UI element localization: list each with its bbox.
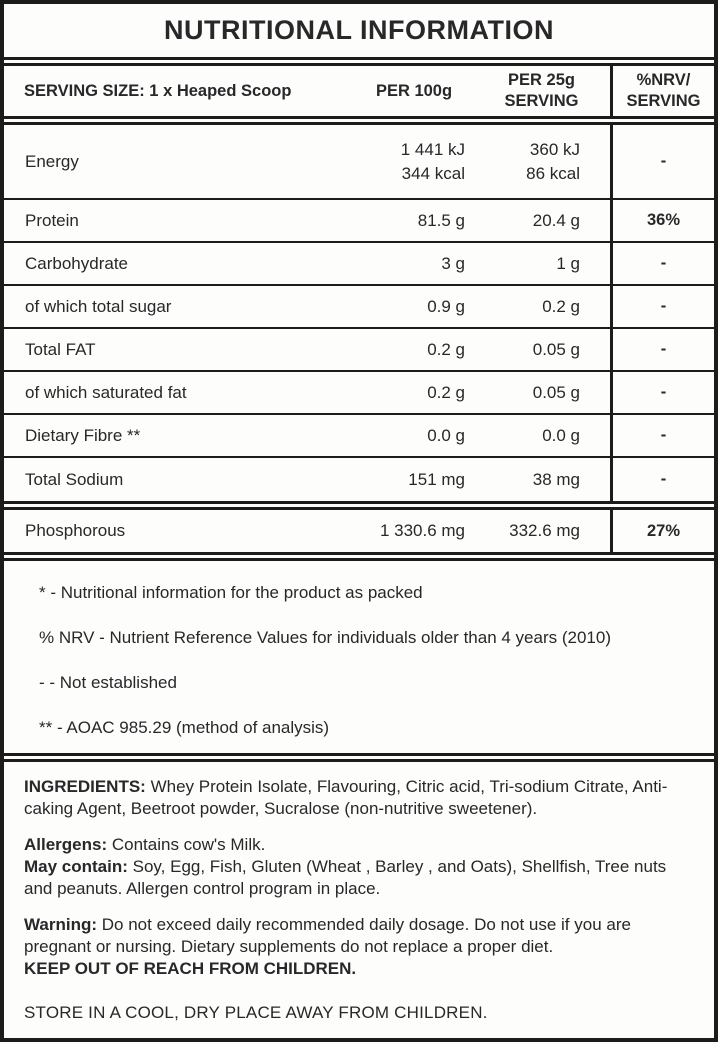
value-nrv: -: [610, 286, 714, 327]
value-per-100g: 81.5 g: [417, 210, 465, 230]
table-row: of which saturated fat 0.2 g 0.05 g -: [4, 370, 714, 413]
value-per-100g: 0.0 g: [427, 425, 465, 445]
may-contain-label: May contain:: [24, 857, 128, 876]
nutrient-name: Phosphorous: [25, 521, 126, 540]
column-header-per-100g: PER 100g: [375, 81, 453, 100]
nutrient-name: of which saturated fat: [25, 382, 187, 402]
value-per-serving: 20.4 g: [532, 210, 580, 230]
allergens-label: Allergens:: [24, 835, 108, 854]
info-box: INGREDIENTS: Whey Protein Isolate, Flavo…: [4, 759, 714, 1038]
ingredients-label: INGREDIENTS:: [24, 777, 146, 796]
table-row: of which total sugar 0.9 g 0.2 g -: [4, 284, 714, 327]
value-per-serving: 1 g: [556, 253, 580, 273]
table-row: Total FAT 0.2 g 0.05 g -: [4, 327, 714, 370]
table-row: Dietary Fibre ** 0.0 g 0.0 g -: [4, 413, 714, 456]
value-nrv: -: [610, 372, 714, 413]
value-nrv: -: [610, 458, 714, 501]
footnote-aoac-method: ** - AOAC 985.29 (method of analysis): [39, 718, 330, 737]
warning-label: Warning:: [24, 915, 98, 934]
value-per-serving: 0.05 g: [532, 382, 580, 402]
ingredients-paragraph: INGREDIENTS: Whey Protein Isolate, Flavo…: [24, 776, 694, 820]
footnotes-box: * - Nutritional information for the prod…: [4, 558, 714, 756]
nutrient-name: Energy: [25, 151, 79, 171]
table-header-row: SERVING SIZE: 1 x Heaped Scoop PER 100g …: [4, 66, 714, 116]
footnote-not-established: - - Not established: [39, 673, 177, 692]
serving-size-label: SERVING SIZE: 1 x Heaped Scoop: [24, 81, 292, 100]
value-per-100g: 0.2 g: [427, 382, 465, 402]
nutrient-name: of which total sugar: [25, 296, 172, 316]
nutrient-name: Total FAT: [25, 339, 96, 359]
table-row: Phosphorous 1 330.6 mg 332.6 mg 27%: [4, 510, 714, 552]
table-header-box: SERVING SIZE: 1 x Heaped Scoop PER 100g …: [4, 63, 714, 119]
storage-instruction-line: STORE IN A COOL, DRY PLACE AWAY FROM CHI…: [24, 1003, 488, 1022]
value-nrv: 27%: [610, 510, 714, 552]
page-title: NUTRITIONAL INFORMATION: [164, 15, 554, 45]
title-box: NUTRITIONAL INFORMATION: [4, 4, 714, 60]
table-row: Carbohydrate 3 g 1 g -: [4, 241, 714, 284]
may-contain-text: Soy, Egg, Fish, Gluten (Wheat , Barley ,…: [24, 857, 667, 898]
column-header-per-25g: PER 25g SERVING: [504, 71, 579, 110]
value-nrv: 36%: [610, 200, 714, 241]
value-per-serving: 38 mg: [532, 469, 580, 489]
value-per-serving: 0.2 g: [542, 296, 580, 316]
value-per-100g: 1 441 kJ 344 kcal: [400, 139, 465, 183]
value-per-100g: 0.9 g: [427, 296, 465, 316]
value-per-serving: 332.6 mg: [509, 521, 580, 541]
phosphorous-box: Phosphorous 1 330.6 mg 332.6 mg 27%: [4, 507, 714, 555]
value-per-100g: 151 mg: [408, 469, 465, 489]
nutrient-name: Carbohydrate: [25, 253, 129, 273]
value-per-100g: 3 g: [441, 253, 465, 273]
column-header-nrv: %NRV/ SERVING: [610, 66, 714, 116]
warning-text: Do not exceed daily recommended daily do…: [24, 915, 631, 956]
value-per-serving: 360 kJ 86 kcal: [526, 139, 580, 183]
allergens-text: Contains cow's Milk.: [107, 835, 266, 854]
value-per-100g: 1 330.6 mg: [379, 521, 465, 541]
table-row: Energy 1 441 kJ 344 kcal 360 kJ 86 kcal …: [4, 125, 714, 198]
nutrient-name: Dietary Fibre **: [25, 425, 141, 445]
table-row: Protein 81.5 g 20.4 g 36%: [4, 198, 714, 241]
value-per-serving: 0.0 g: [542, 425, 580, 445]
nutrient-table-box: Energy 1 441 kJ 344 kcal 360 kJ 86 kcal …: [4, 122, 714, 504]
footnote-nrv-definition: % NRV - Nutrient Reference Values for in…: [39, 628, 611, 647]
footnote-as-packed: * - Nutritional information for the prod…: [39, 583, 423, 602]
value-nrv: -: [610, 415, 714, 456]
allergens-line: Allergens: Contains cow's Milk.: [24, 834, 694, 856]
ingredients-text: Whey Protein Isolate, Flavouring, Citric…: [24, 777, 668, 818]
value-per-100g: 0.2 g: [427, 339, 465, 359]
value-nrv: -: [610, 125, 714, 198]
nutrient-name: Total Sodium: [25, 469, 124, 489]
warning-paragraph: Warning: Do not exceed daily recommended…: [24, 914, 694, 980]
nutrient-name: Protein: [25, 210, 79, 230]
value-nrv: -: [610, 243, 714, 284]
allergens-paragraph: Allergens: Contains cow's Milk. May cont…: [24, 834, 694, 900]
may-contain-line: May contain: Soy, Egg, Fish, Gluten (Whe…: [24, 856, 694, 900]
value-per-serving: 0.05 g: [532, 339, 580, 359]
keep-out-of-reach-line: KEEP OUT OF REACH FROM CHILDREN.: [24, 959, 357, 978]
table-row: Total Sodium 151 mg 38 mg -: [4, 456, 714, 501]
value-nrv: -: [610, 329, 714, 370]
